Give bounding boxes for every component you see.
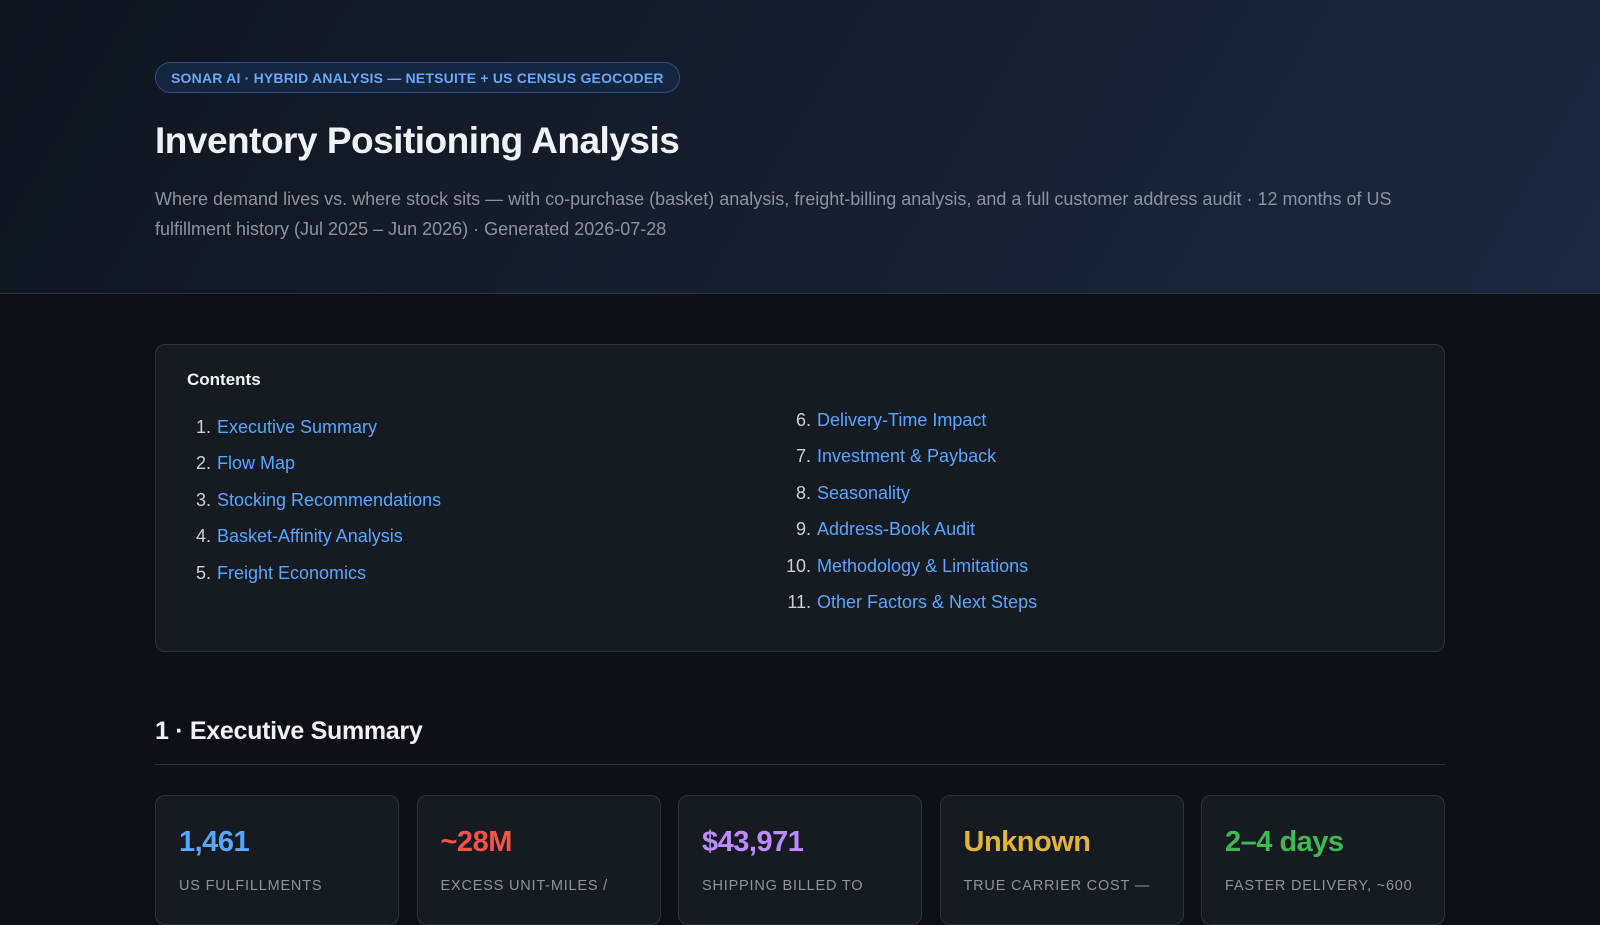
toc-link-methodology-limitations[interactable]: Methodology & Limitations <box>817 555 1029 576</box>
toc-title: Contents <box>187 370 261 389</box>
toc-column-left: 1. Executive Summary 2. Flow Map 3. Stockin… <box>176 409 441 592</box>
kpi-label: TRUE CARRIER COST — <box>963 878 1151 894</box>
toc-item-seasonality: 8. Seasonality <box>776 475 1037 512</box>
toc-number: 2. <box>195 453 211 474</box>
toc-number: 3. <box>195 489 211 510</box>
toc-number: 4. <box>195 526 211 547</box>
section-title-executive-summary: 1 · Executive Summary <box>155 717 423 745</box>
toc-item-methodology-limitations: 10. Methodology & Limitations <box>776 548 1037 585</box>
kpi-label: SHIPPING BILLED TO <box>702 878 864 894</box>
toc-link-basket-affinity-analysis[interactable]: Basket-Affinity Analysis <box>217 526 403 547</box>
toc-number: 11. <box>787 592 811 613</box>
toc-number: 10. <box>785 555 811 576</box>
toc-number: 1. <box>195 416 211 437</box>
kpi-card-faster-delivery: 2–4 days FASTER DELIVERY, ~600 <box>1201 795 1445 925</box>
page-subtitle: Where demand lives vs. where stock sits … <box>155 189 1392 239</box>
section-divider <box>155 764 1445 765</box>
toc-item-freight-economics: 5. Freight Economics <box>176 555 441 592</box>
toc-item-flow-map: 2. Flow Map <box>176 446 441 483</box>
kpi-value: $43,971 <box>702 826 804 858</box>
toc-link-investment-payback[interactable]: Investment & Payback <box>817 446 997 467</box>
source-badge: SONAR AI · HYBRID ANALYSIS — NETSUITE + … <box>155 62 680 93</box>
toc-number: 7. <box>795 446 811 467</box>
toc-link-delivery-time-impact[interactable]: Delivery-Time Impact <box>817 409 987 430</box>
kpi-value: 1,461 <box>179 826 250 858</box>
kpi-label: EXCESS UNIT-MILES / <box>440 878 608 894</box>
kpi-label: US FULFILLMENTS <box>179 878 323 894</box>
toc-link-freight-economics[interactable]: Freight Economics <box>217 562 367 583</box>
toc-item-other-factors-next-steps: 11. Other Factors & Next Steps <box>776 585 1037 622</box>
kpi-card-us-fulfillments: 1,461 US FULFILLMENTS <box>155 795 399 925</box>
toc-link-stocking-recommendations[interactable]: Stocking Recommendations <box>217 489 442 510</box>
report-header: SONAR AI · HYBRID ANALYSIS — NETSUITE + … <box>0 0 1600 294</box>
toc-item-executive-summary: 1. Executive Summary <box>176 409 441 446</box>
toc-item-basket-affinity-analysis: 4. Basket-Affinity Analysis <box>176 519 441 556</box>
page-title: Inventory Positioning Analysis <box>155 120 680 161</box>
toc-link-other-factors-next-steps[interactable]: Other Factors & Next Steps <box>817 592 1038 613</box>
kpi-value: 2–4 days <box>1225 826 1344 858</box>
kpi-card-shipping-billed: $43,971 SHIPPING BILLED TO <box>678 795 922 925</box>
kpi-card-true-carrier-cost: Unknown TRUE CARRIER COST — <box>939 795 1184 925</box>
kpi-card-excess-unit-miles: ~28M EXCESS UNIT-MILES / <box>416 795 661 925</box>
toc-link-seasonality[interactable]: Seasonality <box>817 482 911 503</box>
kpi-value: ~28M <box>440 826 513 858</box>
toc-number: 8. <box>795 482 811 503</box>
kpi-label: FASTER DELIVERY, ~600 <box>1225 878 1413 894</box>
toc-number: 6. <box>795 409 811 430</box>
table-of-contents: Contents 1. Executive Summary 2. Flow Map … <box>155 344 1445 652</box>
kpi-value: Unknown <box>963 826 1092 858</box>
toc-link-flow-map[interactable]: Flow Map <box>217 453 296 474</box>
toc-number: 9. <box>795 519 811 540</box>
toc-link-address-book-audit[interactable]: Address-Book Audit <box>817 519 976 540</box>
toc-link-executive-summary[interactable]: Executive Summary <box>217 416 378 437</box>
toc-number: 5. <box>195 562 211 583</box>
toc-column-right: 6. Delivery-Time Impact 7. Investment & Pa… <box>776 402 1037 621</box>
toc-item-stocking-recommendations: 3. Stocking Recommendations <box>176 482 441 519</box>
toc-item-delivery-time-impact: 6. Delivery-Time Impact <box>776 402 1037 439</box>
toc-item-address-book-audit: 9. Address-Book Audit <box>776 512 1037 549</box>
toc-item-investment-payback: 7. Investment & Payback <box>776 439 1037 476</box>
